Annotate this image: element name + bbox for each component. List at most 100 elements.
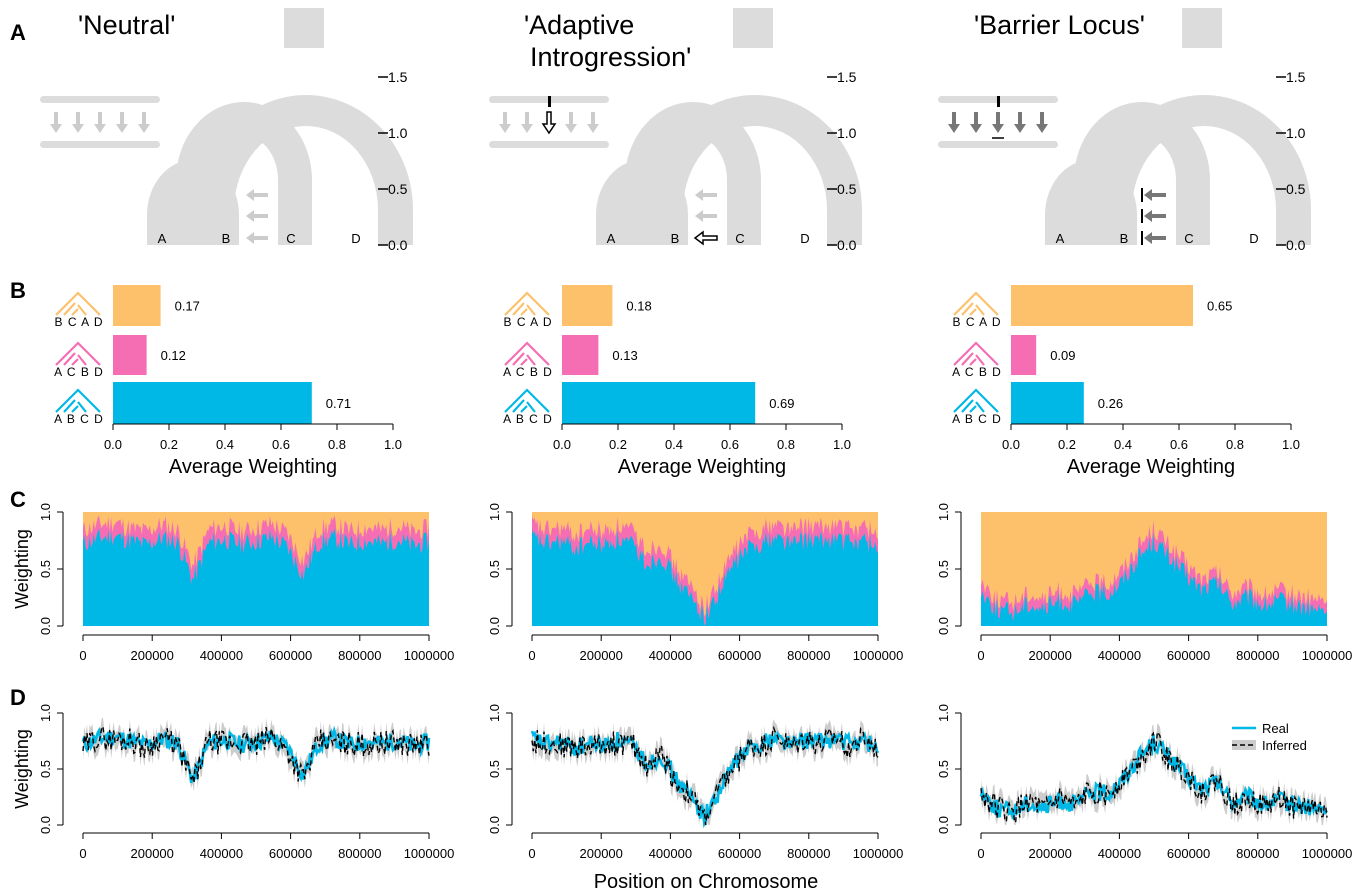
tree-axis-tick-label: 0.5: [837, 181, 857, 197]
bar-value-label: 0.12: [161, 348, 186, 363]
chromosome-bar-bottom: [40, 141, 160, 148]
line-x-tick-label: 0: [977, 846, 984, 861]
area-x-tick-label: 400000: [649, 648, 692, 663]
bar-chart-1: 0.17 B C A D 0.12 A C B D 0.71 A B C D0.0 0.2 0…: [54, 285, 402, 478]
topology-bar-3: [113, 382, 312, 424]
bar-chart-3: 0.65 B C A D 0.09 A C B D 0.26 A B C D0.0 0.2 0…: [952, 285, 1300, 478]
topology-tree-icon: A C B D: [503, 341, 553, 379]
scenario-title-adaptive-line2: Introgression': [530, 42, 691, 72]
area-x-tick-label: 1000000: [853, 648, 904, 663]
tree-axis-tick-label: 1.5: [837, 69, 857, 85]
gene-flow-arrow-icon: [1014, 112, 1026, 133]
bar-x-tick-label: 0.4: [1114, 437, 1132, 452]
tree-axis-tick-label: 0.0: [388, 237, 408, 253]
tree-tip-label: B: [222, 231, 231, 246]
line-y-tick-label: 1.0: [936, 704, 951, 722]
topology-tips-label: A B C D: [952, 412, 1002, 426]
area-y-tick-label: 1.0: [38, 503, 53, 521]
series-line-inferred: [980, 730, 1328, 826]
line-x-tick-label: 1000000: [404, 846, 455, 861]
area-x-tick-label: 800000: [1236, 648, 1279, 663]
gene-flow-arrow-icon: [1036, 112, 1048, 133]
area-x-tick-label: 0: [79, 648, 86, 663]
bar-x-tick-label: 0.0: [1002, 437, 1020, 452]
gene-flow-arrow-icon: [50, 112, 62, 133]
area-chart-3: 0.0 0.5 1.0 0 200000 400000 600000 800000 100000…: [936, 503, 1352, 663]
line-chart-2: 0.0 0.5 1.0 0 200000 400000 600000 800000 100000…: [487, 704, 903, 861]
introgression-arrow-icon: [246, 189, 268, 201]
panel-letter-b: B: [10, 278, 26, 303]
topology-tree-lines: [953, 291, 999, 316]
topology-tree-lines: [953, 341, 999, 366]
introgression-arrow-icon: [1144, 189, 1166, 201]
tree-tip-label: D: [351, 231, 360, 246]
line-y-tick-label: 0.0: [38, 816, 53, 834]
area-x-tick-label: 600000: [269, 648, 312, 663]
area-x-tick-label: 0: [528, 648, 535, 663]
line-x-tick-label: 600000: [1167, 846, 1210, 861]
line-x-tick-label: 600000: [718, 846, 761, 861]
species-tree-3: A B C D 1.5 1.0 0.5 0.0: [938, 8, 1311, 253]
topology-bar-3: [562, 382, 756, 424]
area-y-tick-label: 1.0: [936, 503, 951, 521]
tree-tip-label: D: [1249, 231, 1258, 246]
gene-flow-arrow-icon: [970, 112, 982, 133]
topology-bar-2: [562, 335, 599, 375]
bar-x-axis-label: Average Weighting: [618, 456, 786, 478]
topology-tree-lines: [55, 291, 101, 316]
area-series-abcd: [532, 529, 878, 626]
bar-x-tick-label: 1.0: [384, 437, 402, 452]
topology-bar-3: [1011, 382, 1084, 424]
topology-tree-icon: A C B D: [952, 341, 1001, 379]
line-x-tick-label: 800000: [1236, 846, 1279, 861]
topology-tree-lines: [55, 388, 101, 413]
line-x-tick-label: 600000: [269, 846, 312, 861]
bar-value-label: 0.18: [626, 299, 651, 314]
species-tree-1: A B C D 1.5 1.0 0.5 0.0: [40, 8, 413, 253]
tree-tip-label: B: [671, 231, 680, 246]
tree-axis-tick-label: 0.5: [1286, 181, 1306, 197]
selected-locus-marker: [548, 96, 551, 107]
tree-tip-label: A: [607, 231, 616, 246]
gene-flow-arrow-icon: [94, 112, 106, 133]
tree-branch-a-b: [147, 160, 239, 245]
area-y-tick-label: 0.5: [487, 560, 502, 578]
area-x-tick-label: 1000000: [1302, 648, 1353, 663]
line-y-axis-label: Weighting: [12, 729, 32, 809]
topology-tree-icon: B C A D: [952, 291, 1001, 329]
bar-value-label: 0.69: [769, 396, 794, 411]
area-y-tick-label: 0.5: [38, 560, 53, 578]
area-y-tick-label: 1.0: [487, 503, 502, 521]
area-x-tick-label: 200000: [1029, 648, 1072, 663]
topology-bar-2: [1011, 335, 1037, 375]
introgression-arrow-icon: [246, 210, 268, 222]
bar-x-axis-label: Average Weighting: [169, 456, 337, 478]
bar-x-tick-label: 0.8: [777, 437, 795, 452]
topology-bar-1: [562, 285, 613, 326]
introgression-arrow-icon: [695, 210, 717, 222]
bar-x-tick-label: 0.0: [553, 437, 571, 452]
topology-bar-1: [1011, 285, 1193, 326]
bar-x-tick-label: 0.2: [1058, 437, 1076, 452]
tree-tip-label: D: [800, 231, 809, 246]
scenario-title-neutral: 'Neutral': [78, 10, 175, 40]
topology-tree-icon: A C B D: [54, 341, 103, 379]
area-x-tick-label: 0: [977, 648, 984, 663]
bar-x-tick-label: 0.4: [216, 437, 234, 452]
line-x-tick-label: 0: [528, 846, 535, 861]
area-x-tick-label: 200000: [131, 648, 174, 663]
area-y-tick-label: 0.0: [38, 617, 53, 635]
gene-flow-arrow-icon: [565, 112, 577, 133]
tree-axis-tick-label: 0.0: [837, 237, 857, 253]
tree-axis-tick-label: 1.5: [388, 69, 408, 85]
gene-flow-arrow-icon: [948, 112, 960, 133]
species-tree-panels: A B C D 1.5 1.0 0.5 0.0 A B C D 1.5 1.0 0.5 0.0 A B C D 1.5 1…: [40, 8, 1311, 253]
introgression-arrow-icon: [695, 189, 717, 201]
gene-flow-arrow-icon: [992, 112, 1004, 133]
line-x-tick-label: 200000: [131, 846, 174, 861]
area-chart-1: 0.0 0.5 1.0 0 200000 400000 600000 800000 100000…: [12, 503, 454, 663]
bar-x-tick-label: 0.6: [272, 437, 290, 452]
area-x-tick-label: 600000: [1167, 648, 1210, 663]
topology-tips-label: A C B D: [503, 365, 553, 379]
